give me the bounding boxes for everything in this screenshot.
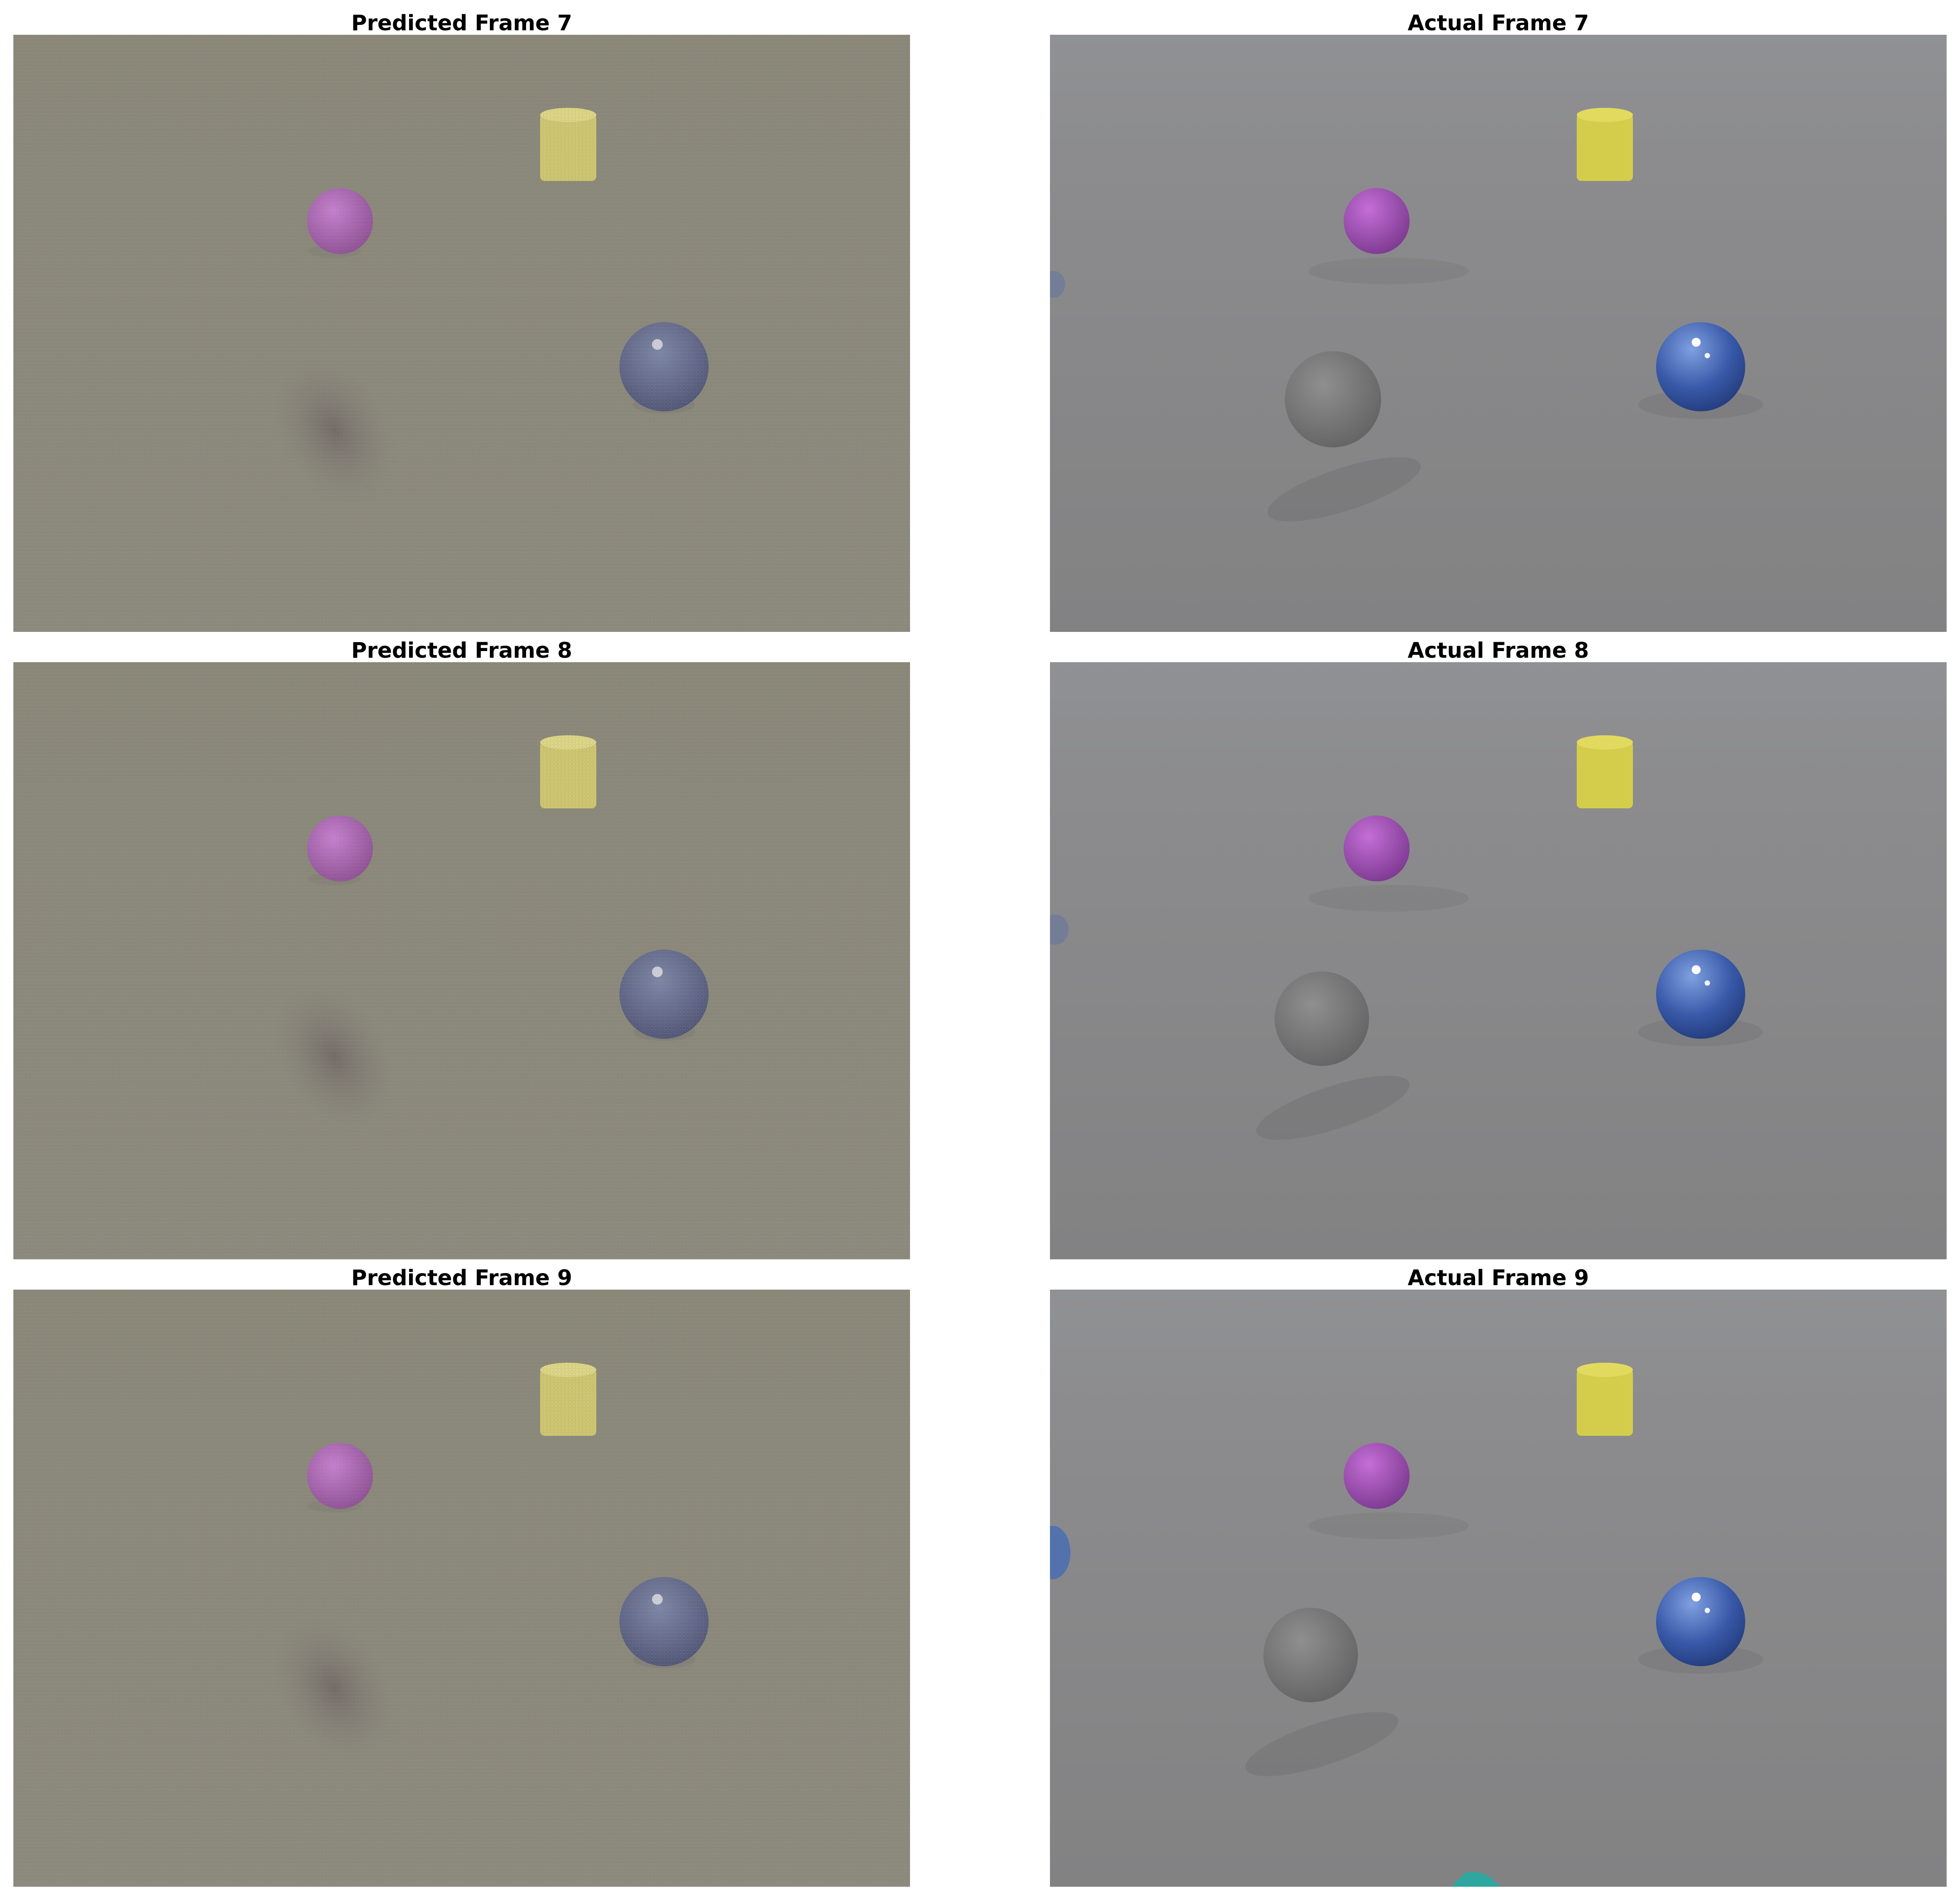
yellow-cylinder-top — [1577, 108, 1633, 122]
gray-sphere — [1263, 1608, 1358, 1702]
edge-object — [1050, 271, 1065, 298]
purple-sphere — [1344, 188, 1410, 254]
edge-object — [1050, 1526, 1070, 1579]
actual-frame-7-image — [1050, 35, 1947, 632]
blue-sphere — [1656, 1577, 1745, 1666]
blue-sphere — [1656, 322, 1745, 411]
yellow-cylinder — [1577, 1369, 1633, 1436]
purple-sphere — [1344, 815, 1410, 881]
yellow-cylinder — [1577, 114, 1633, 181]
panel-title-predicted-9: Predicted Frame 9 — [351, 1266, 572, 1291]
predicted-frame-9-image — [13, 1290, 910, 1887]
purple-sphere — [1344, 1443, 1410, 1509]
panel-title-actual-9: Actual Frame 9 — [1407, 1266, 1589, 1291]
panel-title-predicted-7: Predicted Frame 7 — [351, 11, 572, 36]
panel-title-actual-7: Actual Frame 7 — [1407, 11, 1589, 36]
edge-object — [1050, 914, 1069, 945]
yellow-cylinder — [1577, 742, 1633, 808]
gray-sphere — [1275, 971, 1369, 1066]
blue-sphere — [1656, 950, 1745, 1039]
predicted-frame-7-image — [13, 35, 910, 632]
predicted-frame-8-image — [13, 662, 910, 1259]
panel-title-actual-8: Actual Frame 8 — [1407, 638, 1589, 663]
teal-object — [1451, 1872, 1500, 1887]
gray-sphere — [1285, 351, 1381, 447]
actual-frame-9-image — [1050, 1290, 1947, 1887]
panel-title-predicted-8: Predicted Frame 8 — [351, 638, 572, 663]
actual-frame-8-image — [1050, 662, 1947, 1259]
